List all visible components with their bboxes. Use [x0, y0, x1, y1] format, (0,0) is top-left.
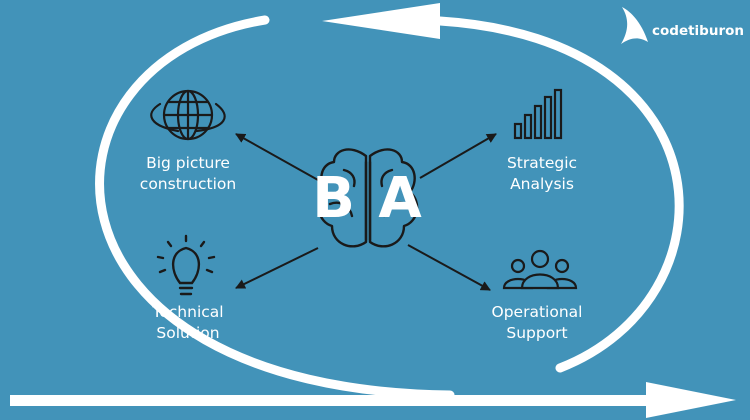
- node-operational-label: Operational Support: [491, 303, 583, 342]
- node-big-picture-label: Big picture construction: [139, 154, 237, 193]
- brain-icon: [317, 148, 419, 248]
- bar-chart-icon: [513, 88, 563, 140]
- team-icon: [502, 249, 578, 290]
- node-technical-label: Technical Solution: [152, 303, 224, 342]
- shark-fin-icon: [621, 7, 648, 44]
- globe-icon: [150, 89, 226, 141]
- lightbulb-icon: [156, 234, 216, 296]
- arrow-to-technical: [235, 247, 319, 289]
- node-strategic-label: Strategic Analysis: [506, 154, 578, 193]
- arrow-to-strategic: [419, 133, 497, 179]
- center-ba-text: B A: [312, 166, 424, 231]
- arrow-to-big-picture: [235, 133, 319, 181]
- cycle-loop-left-arc: [95, 15, 455, 400]
- cycle-bottom-arrowhead: [646, 382, 736, 418]
- arrow-to-operational: [407, 244, 491, 291]
- cycle-top-arrowhead: [322, 3, 440, 39]
- brand-name: codetiburon: [652, 23, 744, 39]
- cycle-bottom-bar: [10, 395, 660, 406]
- cycle-loop-right-arc: [435, 16, 684, 373]
